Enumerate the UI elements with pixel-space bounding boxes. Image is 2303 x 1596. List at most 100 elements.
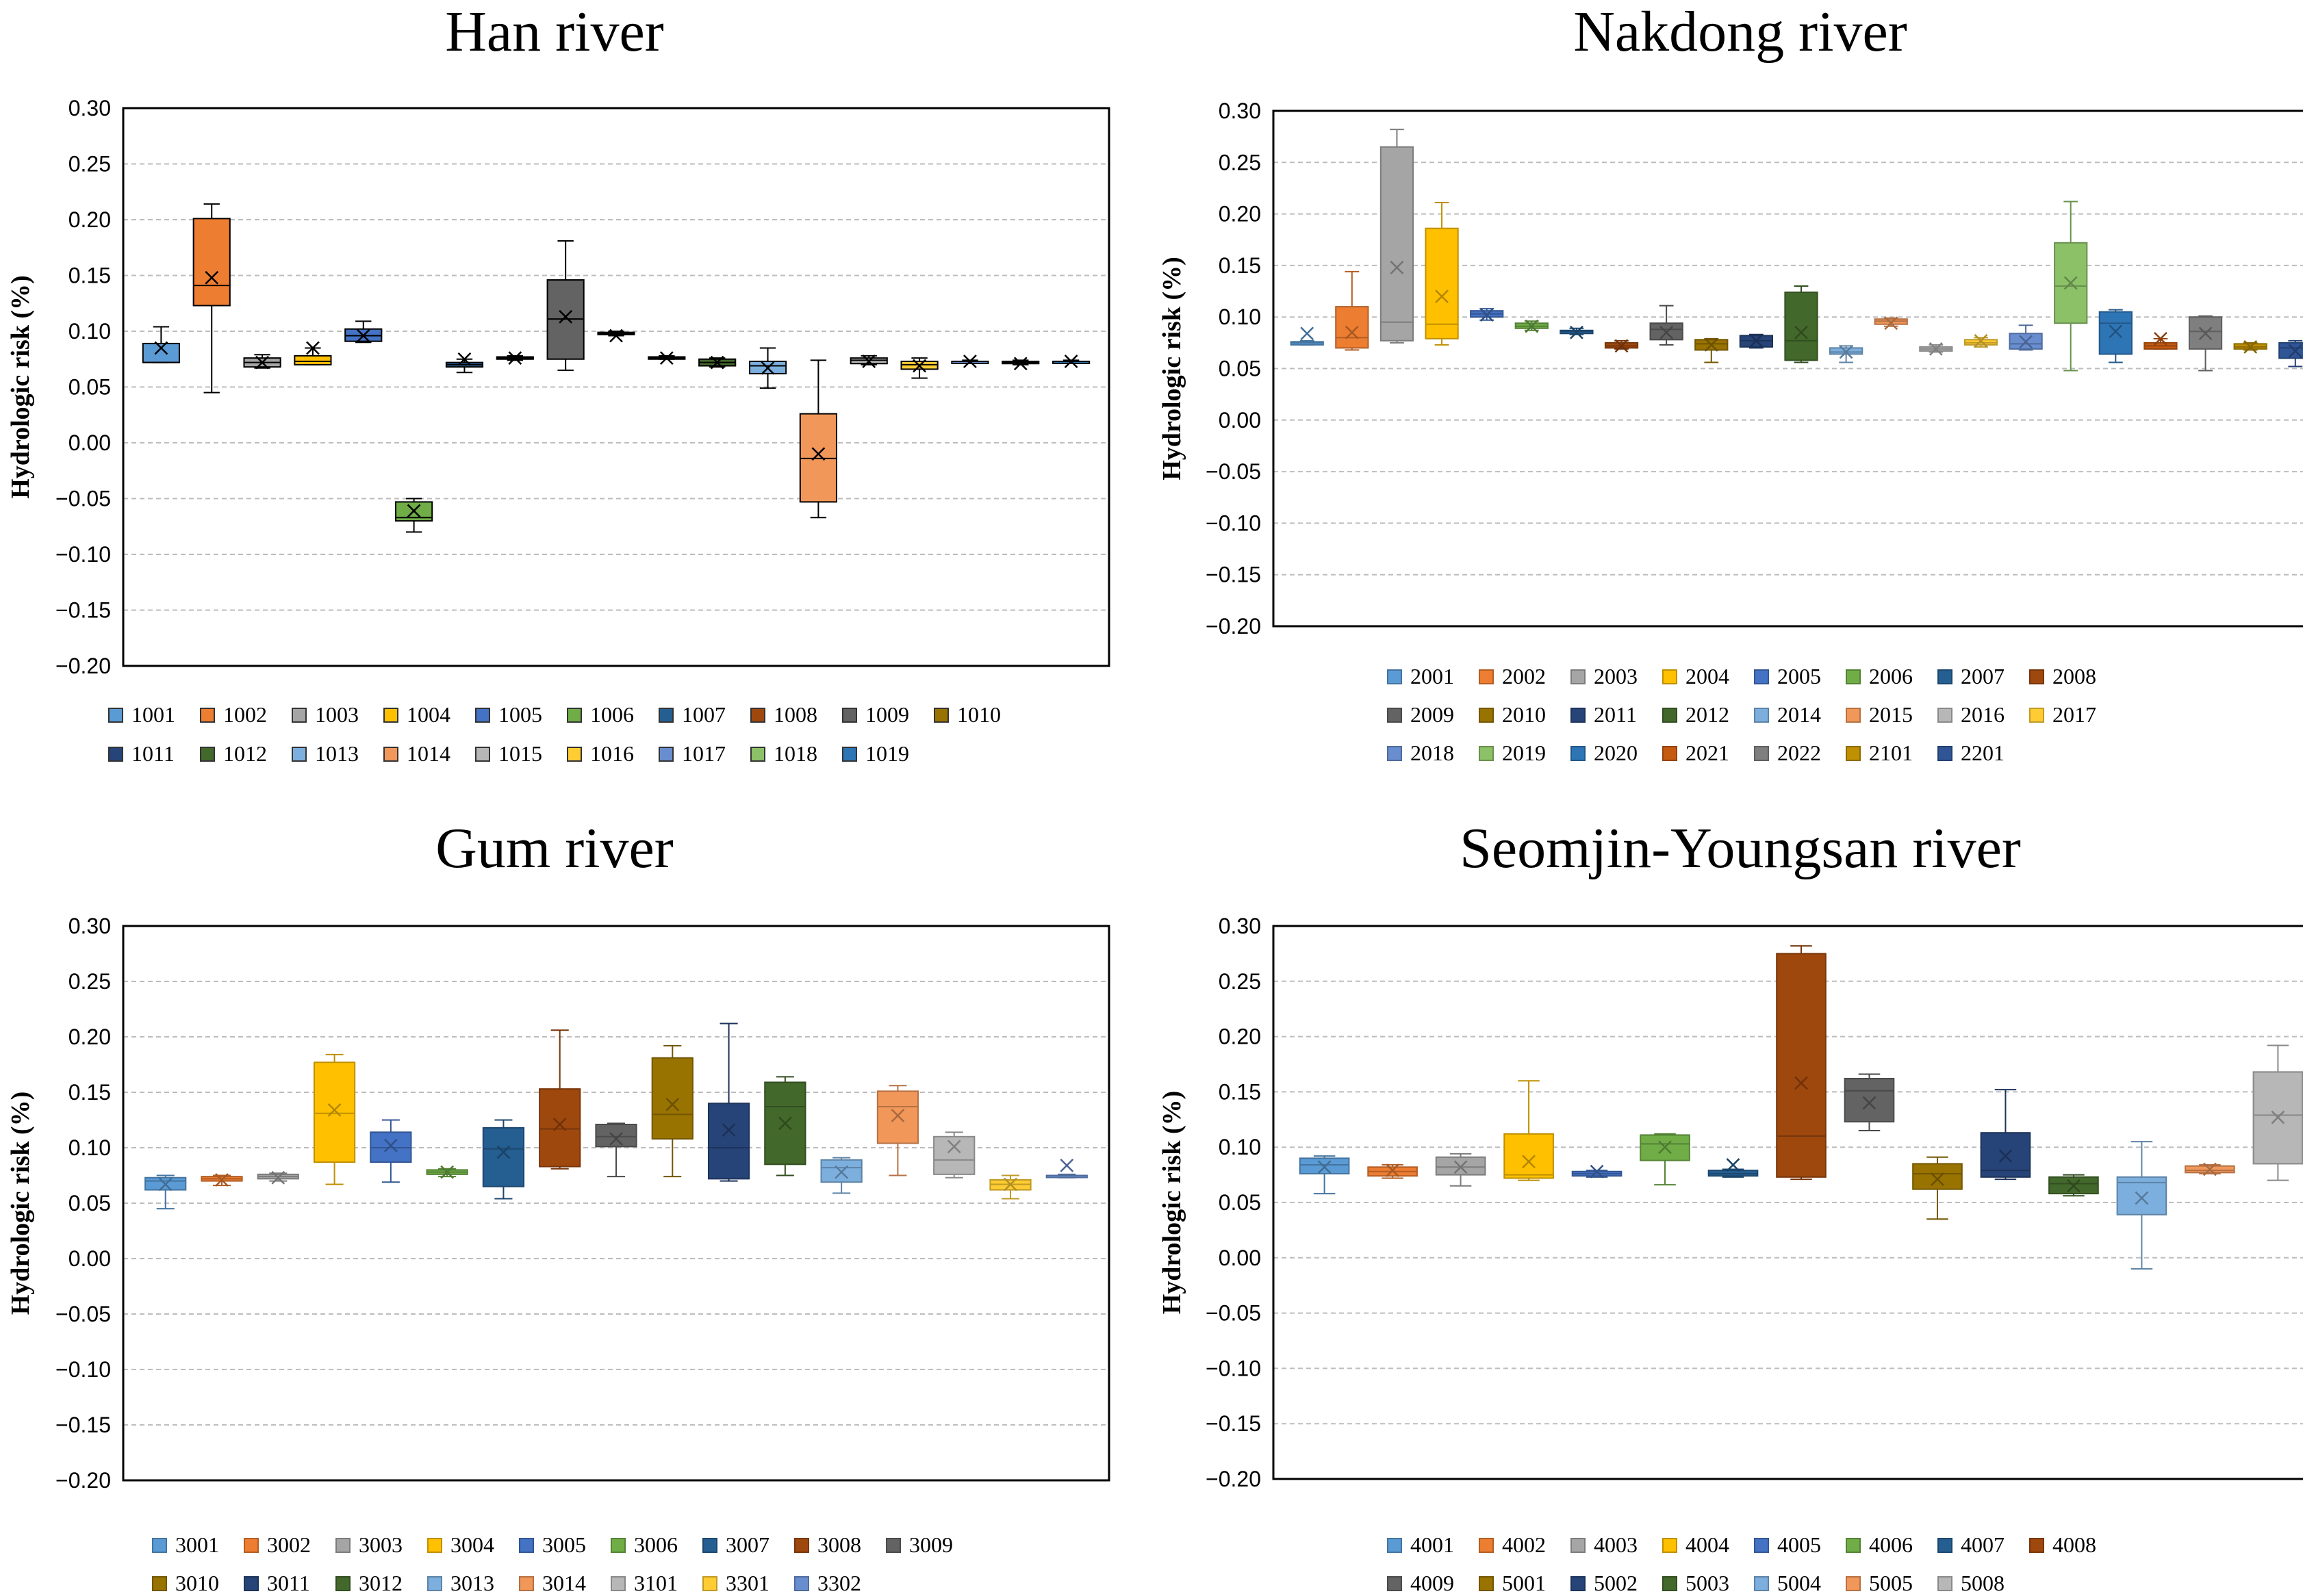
box-iqr — [294, 355, 332, 365]
mean-marker — [2288, 344, 2302, 358]
mean-marker — [1525, 319, 1539, 333]
mean-marker — [1749, 333, 1764, 348]
box-5005 — [2185, 1162, 2235, 1176]
mean-marker — [1794, 325, 1808, 339]
y-tick-label: −0.10 — [55, 542, 111, 567]
legend-item-2009: 2009 — [1387, 702, 1454, 728]
legend-item-1009: 1009 — [842, 702, 909, 728]
box-2017 — [1963, 333, 1998, 348]
legend-item-2003: 2003 — [1570, 664, 1638, 689]
legend-item-5002: 5002 — [1570, 1571, 1638, 1596]
legend-label: 2004 — [1685, 664, 1729, 688]
seomjin-youngsan-river-chart: Seomjin-Youngsan river 0.30 0.25 0.20 0.15 0… — [1152, 816, 2303, 1595]
legend-swatch — [1662, 745, 1677, 761]
legend-label: 4002 — [1502, 1532, 1546, 1557]
mean-marker — [2198, 326, 2213, 341]
mean-marker — [1726, 1158, 1740, 1172]
box-2016 — [1919, 342, 1953, 356]
legend-label: 3005 — [542, 1532, 586, 1557]
box-3003 — [257, 1170, 299, 1185]
mean-marker — [1004, 1177, 1017, 1192]
legend-label: 4005 — [1777, 1532, 1821, 1557]
mean-marker — [1929, 342, 1943, 356]
legend-swatch — [567, 707, 582, 723]
nakdong-river-plot: 0.30 0.25 0.20 0.15 0.10 0.05 0.00 −0.05 −0.10 −0… — [1158, 99, 2303, 639]
legend-swatch — [1387, 669, 1402, 684]
box-3010 — [651, 1044, 694, 1178]
legend-item-2101: 2101 — [1846, 741, 1913, 766]
legend-swatch — [1754, 1575, 1769, 1591]
legend-swatch — [702, 1575, 717, 1591]
legend-label: 3301 — [726, 1571, 769, 1595]
mean-marker — [255, 355, 269, 370]
y-tick-label: 0.20 — [68, 1025, 111, 1049]
y-tick-label: 0.00 — [1219, 1246, 1261, 1270]
y-tick-label: −0.05 — [55, 487, 111, 511]
mean-marker — [722, 1123, 736, 1137]
y-tick-label: 0.05 — [1219, 1190, 1261, 1215]
legend-item-3004: 3004 — [427, 1532, 494, 1558]
mean-marker — [665, 1097, 680, 1111]
legend-label: 1001 — [131, 702, 175, 727]
box-iqr — [539, 1088, 581, 1168]
legend-label: 2019 — [1502, 741, 1546, 765]
legend-item-1019: 1019 — [842, 741, 909, 767]
legend-swatch — [200, 707, 215, 723]
legend-label: 2021 — [1685, 741, 1729, 765]
legend-label: 4006 — [1869, 1532, 1913, 1557]
legend-swatch — [1754, 707, 1769, 723]
legend-item-4003: 4003 — [1570, 1532, 1638, 1558]
box-2005 — [1470, 308, 1504, 322]
box-1003 — [243, 354, 281, 370]
box-2002 — [1335, 270, 1369, 351]
mean-marker — [609, 1132, 623, 1146]
gum-river-chart: Gum river 0.30 0.25 0.20 0.15 0.10 0.05 0.00 −0… — [0, 816, 1152, 1595]
legend-swatch — [292, 746, 307, 762]
box-3002 — [201, 1173, 243, 1187]
mean-marker — [1614, 339, 1629, 353]
box-iqr — [1379, 146, 1414, 342]
box-1005 — [344, 320, 383, 344]
mean-marker — [1794, 1076, 1808, 1090]
legend-label: 3008 — [817, 1532, 861, 1557]
y-tick-label: 0.15 — [1219, 1079, 1261, 1104]
legend-label: 1018 — [774, 741, 817, 766]
legend-swatch — [2029, 1537, 2044, 1553]
legend-swatch — [292, 707, 307, 723]
box-iqr — [876, 1090, 919, 1144]
box-1012 — [698, 355, 737, 370]
legend-item-1012: 1012 — [200, 741, 267, 767]
legend-label: 5003 — [1685, 1571, 1729, 1595]
legend-swatch — [1479, 745, 1494, 761]
box-5003 — [2048, 1174, 2099, 1197]
mean-marker — [1522, 1155, 1536, 1169]
mean-marker — [559, 309, 573, 324]
legend-swatch — [1937, 1575, 1952, 1591]
legend-item-1015: 1015 — [475, 741, 542, 767]
mean-marker — [1974, 333, 1988, 348]
han-river-chart: Han river 0.30 0.25 0.20 0.15 0.10 0.05 0.00 −0… — [0, 0, 1152, 793]
mean-marker — [1345, 325, 1359, 339]
box-1015 — [850, 355, 888, 368]
box-4001 — [1299, 1155, 1350, 1195]
legend-label: 3010 — [175, 1571, 219, 1595]
legend-swatch — [152, 1537, 167, 1553]
box-4007 — [1707, 1158, 1759, 1178]
legend-swatch — [475, 707, 490, 723]
mean-marker — [2243, 339, 2258, 354]
box-3101 — [933, 1131, 976, 1179]
mean-marker — [2203, 1162, 2217, 1176]
legend-swatch — [1937, 1537, 1952, 1553]
legend-item-2022: 2022 — [1754, 741, 1821, 766]
legend-swatch — [427, 1575, 442, 1591]
box-2011 — [1739, 333, 1774, 349]
legend-swatch — [200, 746, 215, 762]
plot-frame — [122, 107, 1110, 667]
nakdong-river-chart: Nakdong river 0.30 0.25 0.20 0.15 0.10 0.05 0.… — [1152, 0, 2303, 793]
legend-swatch — [1937, 669, 1952, 684]
box-2008 — [1604, 339, 1639, 353]
legend-swatch — [519, 1537, 534, 1553]
legend-swatch — [1479, 1537, 1494, 1553]
legend-swatch — [1846, 1537, 1861, 1553]
legend-item-1008: 1008 — [750, 702, 817, 728]
